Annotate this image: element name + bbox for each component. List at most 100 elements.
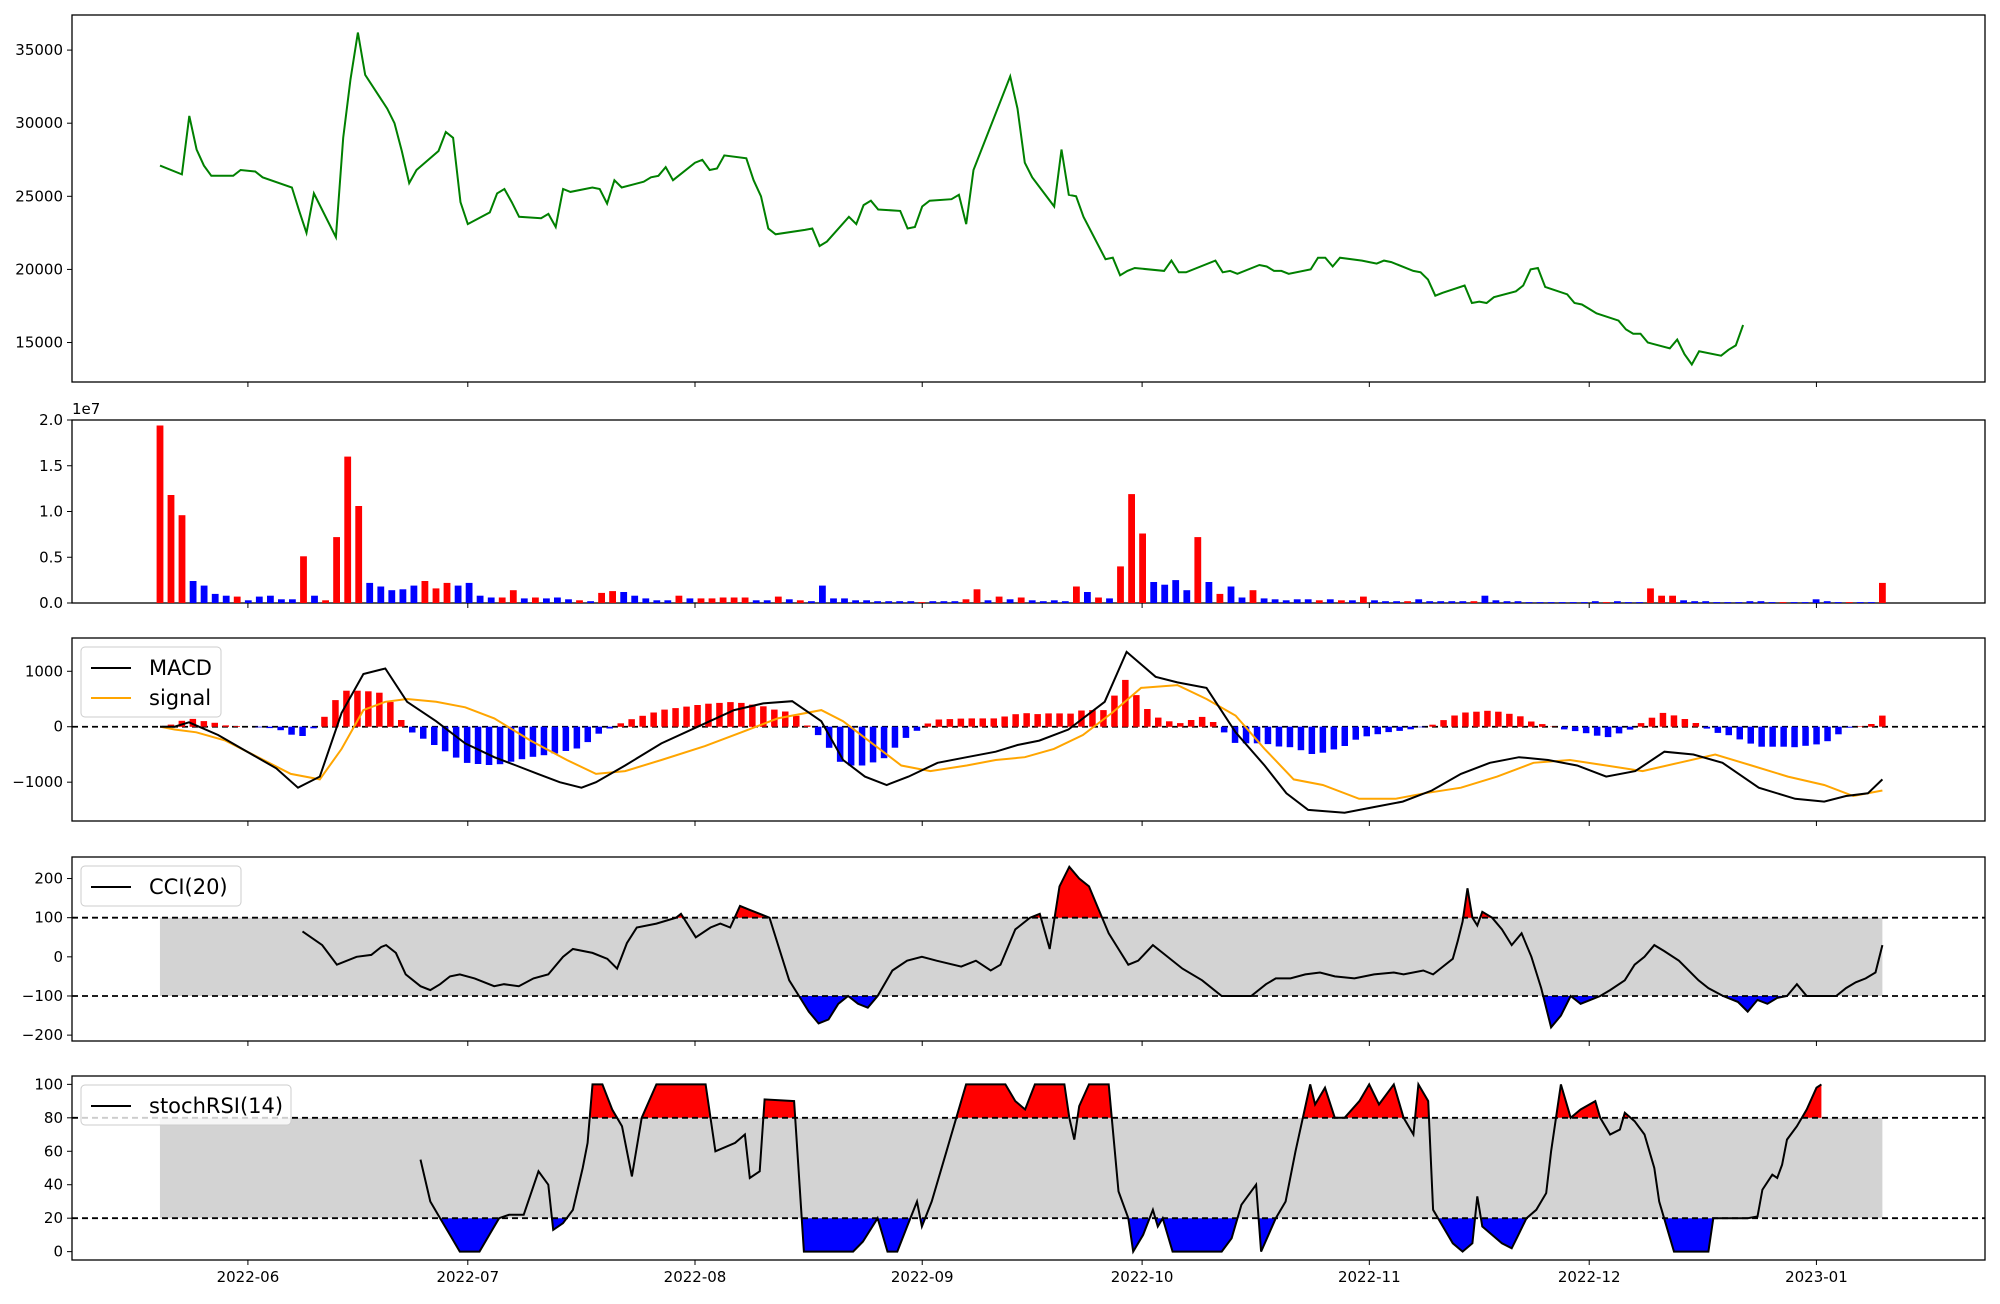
- macd-hist-bar: [299, 727, 306, 736]
- volume-bar: [1360, 597, 1367, 603]
- macd-hist-bar: [1715, 727, 1722, 733]
- macd-hist-bar: [1407, 727, 1414, 730]
- volume-bar: [1084, 592, 1091, 603]
- volume-bar: [300, 556, 307, 603]
- volume-bar: [1338, 600, 1345, 603]
- macd-hist-bar: [1605, 727, 1612, 737]
- volume-bar: [245, 600, 252, 603]
- macd-hist-bar: [925, 724, 932, 727]
- macd-ytick-label: 0: [53, 718, 63, 736]
- macd-hist-bar: [1726, 727, 1733, 736]
- macd-hist-bar: [1353, 727, 1360, 740]
- macd-hist-bar: [672, 708, 679, 727]
- volume-bar: [1691, 601, 1698, 603]
- macd-hist-bar: [1375, 727, 1382, 735]
- macd-hist-bar: [980, 718, 987, 726]
- volume-bar: [863, 600, 870, 603]
- legend-label-cci: CCI(20): [149, 875, 228, 899]
- cci-ytick-label: −100: [22, 987, 63, 1005]
- volume-bar: [1791, 602, 1798, 603]
- volume-bar: [1437, 601, 1444, 603]
- volume-bar: [1305, 599, 1312, 603]
- volume-ytick-label: 2.0: [39, 411, 63, 429]
- stochrsi-neutral-band: [160, 1118, 1882, 1218]
- volume-bar: [1879, 583, 1886, 603]
- volume-bar: [1128, 494, 1135, 603]
- macd-hist-bar: [1737, 727, 1744, 740]
- volume-bar: [289, 599, 296, 603]
- macd-hist-bar: [398, 720, 405, 727]
- volume-bar: [499, 598, 506, 604]
- volume-bar: [1272, 599, 1279, 603]
- stochrsi-ytick-label: 100: [34, 1075, 63, 1093]
- macd-hist-bar: [1396, 727, 1403, 731]
- volume-bar: [1625, 602, 1632, 603]
- macd-hist-bar: [903, 727, 910, 738]
- macd-hist-bar: [475, 727, 482, 764]
- stochrsi-overbought-fill: [956, 1084, 1069, 1117]
- x-tick-label: 2022-12: [1558, 1268, 1621, 1286]
- volume-bar: [1581, 602, 1588, 603]
- macd-hist-bar: [541, 727, 548, 756]
- price-ytick-label: 35000: [15, 41, 63, 59]
- macd-hist-bar: [1034, 714, 1041, 727]
- volume-bar: [411, 586, 418, 603]
- macd-hist-bar: [1572, 727, 1579, 731]
- volume-bar: [201, 586, 208, 603]
- macd-hist-bar: [321, 717, 328, 727]
- volume-bar: [1194, 537, 1201, 603]
- volume-bar: [1526, 602, 1533, 603]
- volume-bar: [532, 598, 539, 604]
- volume-bar: [1713, 602, 1720, 603]
- volume-bar: [918, 602, 925, 603]
- macd-hist-bar: [1012, 714, 1019, 727]
- legend-label-stochrsi: stochRSI(14): [149, 1094, 283, 1118]
- volume-bar: [1802, 602, 1809, 603]
- macd-hist-bar: [749, 705, 756, 727]
- volume-bar: [885, 601, 892, 603]
- volume-bar: [963, 599, 970, 603]
- volume-bar: [400, 589, 407, 603]
- volume-bar: [190, 581, 197, 603]
- macd-hist-bar: [607, 727, 614, 729]
- price-ytick-label: 25000: [15, 187, 63, 205]
- volume-bar: [1769, 602, 1776, 603]
- volume-bar: [907, 601, 914, 603]
- volume-bar: [311, 596, 318, 603]
- volume-bar: [609, 591, 616, 603]
- volume-bar: [212, 594, 219, 603]
- macd-hist-bar: [1276, 727, 1283, 747]
- volume-bar: [1702, 601, 1709, 603]
- macd-hist-bar: [815, 727, 822, 735]
- macd-hist-bar: [234, 726, 241, 727]
- macd-hist-bar: [1802, 727, 1809, 746]
- volume-bar: [1813, 599, 1820, 603]
- macd-hist-bar: [683, 707, 690, 727]
- macd-hist-bar: [1506, 714, 1513, 727]
- stochrsi-ytick-label: 0: [53, 1243, 63, 1261]
- volume-bar: [1106, 598, 1113, 603]
- macd-hist-bar: [1769, 727, 1776, 747]
- volume-bar: [974, 589, 981, 603]
- price-ytick-label: 15000: [15, 334, 63, 352]
- volume-bar: [444, 583, 451, 603]
- volume-bar: [366, 583, 373, 603]
- volume-bar: [1183, 590, 1190, 603]
- volume-bar: [996, 597, 1003, 603]
- macd-hist-bar: [277, 727, 284, 731]
- volume-bar: [819, 586, 826, 603]
- macd-hist-bar: [1045, 713, 1052, 726]
- volume-bar: [1415, 599, 1422, 603]
- volume-bar: [1824, 601, 1831, 603]
- macd-hist-bar: [1133, 695, 1140, 727]
- macd-hist-bar: [223, 725, 230, 726]
- macd-hist-bar: [914, 727, 921, 731]
- volume-bar: [587, 601, 594, 603]
- macd-hist-bar: [694, 705, 701, 727]
- volume-bar: [256, 597, 263, 603]
- macd-hist-bar: [1418, 727, 1425, 728]
- macd-hist-bar: [1067, 714, 1074, 727]
- macd-hist-bar: [1704, 727, 1711, 729]
- volume-bar: [576, 600, 583, 603]
